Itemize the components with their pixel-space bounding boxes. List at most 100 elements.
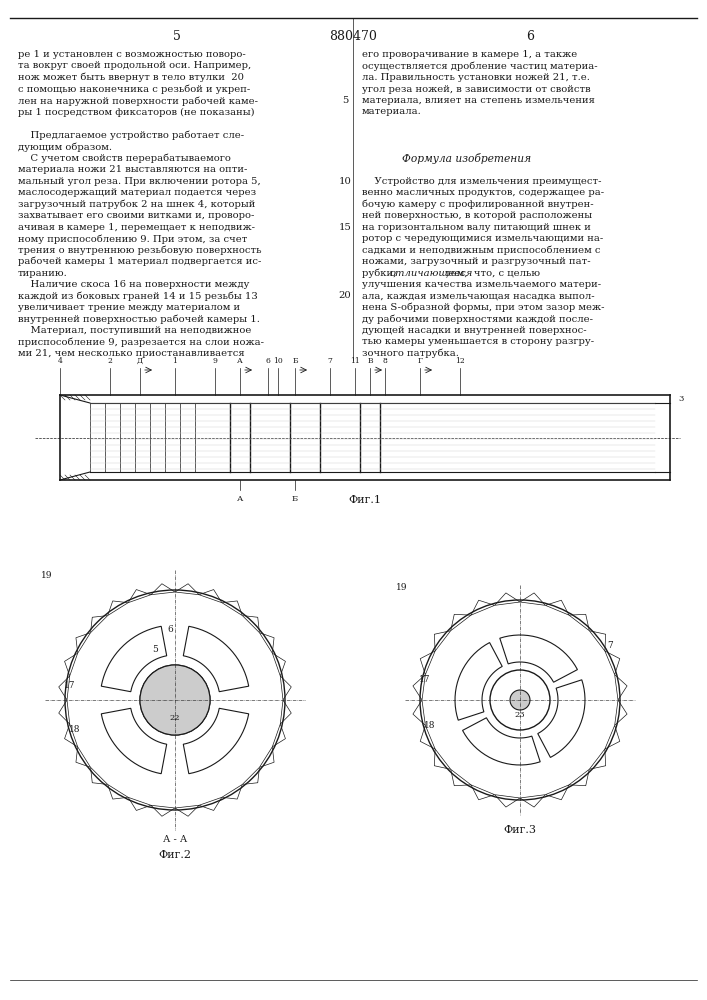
Text: ножами, загрузочный и разгрузочный пат-: ножами, загрузочный и разгрузочный пат- bbox=[362, 257, 590, 266]
Text: 17: 17 bbox=[64, 680, 76, 690]
Text: загрузочный патрубок 2 на шнек 4, который: загрузочный патрубок 2 на шнек 4, которы… bbox=[18, 200, 255, 209]
Polygon shape bbox=[101, 708, 167, 774]
Text: Предлагаемое устройство работает сле-: Предлагаемое устройство работает сле- bbox=[18, 130, 244, 140]
Text: маслосодержащий материал подается через: маслосодержащий материал подается через bbox=[18, 188, 256, 197]
Text: увеличивает трение между материалом и: увеличивает трение между материалом и bbox=[18, 303, 240, 312]
Text: 18: 18 bbox=[69, 726, 81, 734]
Text: тем,  что, с целью: тем, что, с целью bbox=[442, 268, 540, 277]
Text: Устройство для измельчения преимущест-: Устройство для измельчения преимущест- bbox=[362, 176, 602, 186]
Text: 15: 15 bbox=[339, 223, 351, 232]
Polygon shape bbox=[455, 643, 502, 720]
Text: материала, влияет на степень измельчения: материала, влияет на степень измельчения bbox=[362, 96, 595, 105]
Text: рубки,: рубки, bbox=[362, 268, 399, 278]
Text: 1: 1 bbox=[173, 357, 177, 365]
Text: Б: Б bbox=[292, 495, 298, 503]
Text: внутренней поверхностью рабочей камеры 1.: внутренней поверхностью рабочей камеры 1… bbox=[18, 314, 260, 324]
Text: С учетом свойств перерабатываемого: С учетом свойств перерабатываемого bbox=[18, 153, 231, 163]
Polygon shape bbox=[538, 680, 585, 757]
Text: 4: 4 bbox=[57, 357, 62, 365]
Text: Фиг.1: Фиг.1 bbox=[349, 495, 382, 505]
Text: ре 1 и установлен с возможностью поворо-: ре 1 и установлен с возможностью поворо- bbox=[18, 50, 246, 59]
Text: тиранию.: тиранию. bbox=[18, 268, 68, 277]
Text: материала ножи 21 выставляются на опти-: материала ножи 21 выставляются на опти- bbox=[18, 165, 247, 174]
Text: ротор с чередующимися измельчающими на-: ротор с чередующимися измельчающими на- bbox=[362, 234, 603, 243]
Text: 22: 22 bbox=[170, 714, 180, 722]
Text: та вокруг своей продольной оси. Например,: та вокруг своей продольной оси. Например… bbox=[18, 62, 251, 70]
Text: 23: 23 bbox=[515, 711, 525, 719]
Text: ней поверхностью, в которой расположены: ней поверхностью, в которой расположены bbox=[362, 211, 592, 220]
Text: 5: 5 bbox=[173, 30, 181, 43]
Text: Материал, поступивший на неподвижное: Материал, поступивший на неподвижное bbox=[18, 326, 252, 335]
Text: улучшения качества измельчаемого матери-: улучшения качества измельчаемого матери- bbox=[362, 280, 601, 289]
Text: тью камеры уменьшается в сторону разгру-: тью камеры уменьшается в сторону разгру- bbox=[362, 338, 594, 347]
Text: В: В bbox=[367, 357, 373, 365]
Text: дующим образом.: дующим образом. bbox=[18, 142, 112, 151]
Text: каждой из боковых граней 14 и 15 резьбы 13: каждой из боковых граней 14 и 15 резьбы … bbox=[18, 292, 258, 301]
Text: дующей насадки и внутренней поверхнос-: дующей насадки и внутренней поверхнос- bbox=[362, 326, 587, 335]
Text: 5: 5 bbox=[152, 646, 158, 654]
Text: ала, каждая измельчающая насадка выпол-: ала, каждая измельчающая насадка выпол- bbox=[362, 292, 595, 300]
Text: рабочей камеры 1 материал подвергается ис-: рабочей камеры 1 материал подвергается и… bbox=[18, 257, 262, 266]
Text: Д: Д bbox=[137, 357, 143, 365]
Text: лен на наружной поверхности рабочей каме-: лен на наружной поверхности рабочей каме… bbox=[18, 96, 258, 105]
Polygon shape bbox=[183, 708, 249, 774]
Text: захватывает его своими витками и, проворо-: захватывает его своими витками и, провор… bbox=[18, 211, 255, 220]
Text: 8: 8 bbox=[382, 357, 387, 365]
Text: 17: 17 bbox=[419, 676, 431, 684]
Text: бочую камеру с профилированной внутрен-: бочую камеру с профилированной внутрен- bbox=[362, 200, 594, 209]
Text: Фиг.2: Фиг.2 bbox=[158, 850, 192, 860]
Text: 9: 9 bbox=[213, 357, 218, 365]
Text: материала.: материала. bbox=[362, 107, 422, 116]
Text: 2: 2 bbox=[107, 357, 112, 365]
Text: приспособление 9, разрезается на слои ножа-: приспособление 9, разрезается на слои но… bbox=[18, 338, 264, 347]
Circle shape bbox=[165, 690, 185, 710]
Text: 880470: 880470 bbox=[329, 30, 377, 43]
Text: А: А bbox=[237, 357, 243, 365]
Text: 7: 7 bbox=[607, 641, 613, 650]
Text: 3: 3 bbox=[678, 395, 684, 403]
Text: 6: 6 bbox=[167, 626, 173, 635]
Text: ду рабочими поверхностями каждой после-: ду рабочими поверхностями каждой после- bbox=[362, 314, 593, 324]
Polygon shape bbox=[462, 718, 540, 765]
Text: 19: 19 bbox=[396, 584, 408, 592]
Text: его проворачивание в камере 1, а также: его проворачивание в камере 1, а также bbox=[362, 50, 577, 59]
Polygon shape bbox=[101, 626, 167, 692]
Text: венно масличных продуктов, содержащее ра-: венно масличных продуктов, содержащее ра… bbox=[362, 188, 604, 197]
Text: трения о внутреннюю резьбовую поверхность: трения о внутреннюю резьбовую поверхност… bbox=[18, 245, 262, 255]
Text: 10: 10 bbox=[339, 176, 351, 186]
Text: угол реза ножей, в зависимости от свойств: угол реза ножей, в зависимости от свойст… bbox=[362, 85, 590, 94]
Text: А: А bbox=[237, 495, 243, 503]
Text: ры 1 посредством фиксаторов (не показаны): ры 1 посредством фиксаторов (не показаны… bbox=[18, 107, 255, 117]
Text: ному приспособлению 9. При этом, за счет: ному приспособлению 9. При этом, за счет bbox=[18, 234, 247, 243]
Text: мальный угол реза. При включении ротора 5,: мальный угол реза. При включении ротора … bbox=[18, 176, 261, 186]
Text: 20: 20 bbox=[339, 292, 351, 300]
Text: 12: 12 bbox=[455, 357, 465, 365]
Text: Г: Г bbox=[417, 357, 423, 365]
Text: 11: 11 bbox=[350, 357, 360, 365]
Text: 7: 7 bbox=[327, 357, 332, 365]
Text: Наличие скоса 16 на поверхности между: Наличие скоса 16 на поверхности между bbox=[18, 280, 250, 289]
Text: Б: Б bbox=[292, 357, 298, 365]
Text: ла. Правильность установки ножей 21, т.е.: ла. Правильность установки ножей 21, т.е… bbox=[362, 73, 590, 82]
Text: нож может быть ввернут в тело втулки  20: нож может быть ввернут в тело втулки 20 bbox=[18, 73, 244, 83]
Text: осуществляется дробление частиц материа-: осуществляется дробление частиц материа- bbox=[362, 62, 597, 71]
Text: 5: 5 bbox=[341, 96, 348, 105]
Polygon shape bbox=[500, 635, 578, 682]
Text: ми 21, чем несколько приостанавливается: ми 21, чем несколько приостанавливается bbox=[18, 349, 245, 358]
Circle shape bbox=[140, 665, 210, 735]
Text: нена S-образной формы, при этом зазор меж-: нена S-образной формы, при этом зазор ме… bbox=[362, 303, 604, 312]
Polygon shape bbox=[183, 626, 249, 692]
Text: 10: 10 bbox=[273, 357, 283, 365]
Text: с помощью наконечника с резьбой и укреп-: с помощью наконечника с резьбой и укреп- bbox=[18, 85, 250, 94]
Text: 6: 6 bbox=[526, 30, 534, 43]
Text: 6: 6 bbox=[266, 357, 271, 365]
Circle shape bbox=[510, 690, 530, 710]
Text: на горизонтальном валу питающий шнек и: на горизонтальном валу питающий шнек и bbox=[362, 223, 591, 232]
Text: зочного патрубка.: зочного патрубка. bbox=[362, 349, 459, 359]
Text: 19: 19 bbox=[41, 570, 53, 580]
Text: 18: 18 bbox=[424, 720, 436, 730]
Text: Формула изобретения: Формула изобретения bbox=[402, 153, 531, 164]
Text: отличающееся: отличающееся bbox=[390, 268, 474, 277]
Text: А - А: А - А bbox=[163, 835, 187, 844]
Text: Фиг.3: Фиг.3 bbox=[503, 825, 537, 835]
